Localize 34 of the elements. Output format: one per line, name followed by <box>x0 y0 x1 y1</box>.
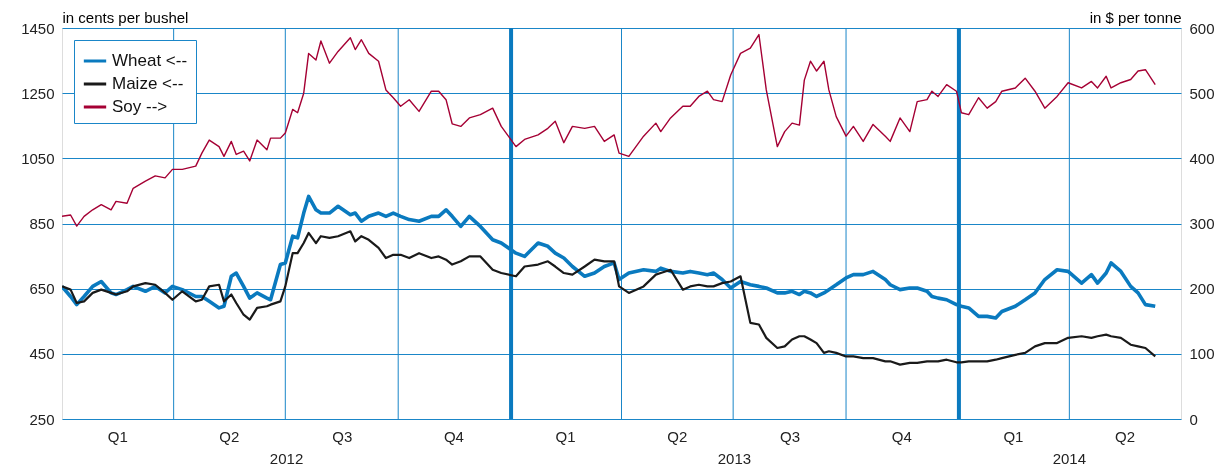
y2-tick-label: 0 <box>1189 410 1198 428</box>
x-tick-label: Q3 <box>332 427 353 445</box>
y-tick-label: 250 <box>29 410 55 428</box>
y2-axis-title: in $ per tonne <box>1089 8 1182 26</box>
y2-tick-label: 100 <box>1189 345 1215 363</box>
x-tick-label: Q2 <box>1115 427 1136 445</box>
x-tick-label: Q1 <box>1003 427 1024 445</box>
y2-tick-label: 600 <box>1189 19 1215 37</box>
y-tick-label: 650 <box>29 280 55 298</box>
x-tick-label: Q2 <box>667 427 688 445</box>
text: 2013 <box>717 450 752 467</box>
y-axis-title: in cents per bushel <box>62 8 189 26</box>
y-tick-label: 1050 <box>21 149 55 167</box>
x-tick-label: Q1 <box>555 427 576 445</box>
x-tick-label: Q1 <box>107 427 128 445</box>
y-tick-label: 850 <box>29 215 55 232</box>
legend-label: Soy --> <box>112 97 168 116</box>
x-tick-label: Q2 <box>219 427 240 445</box>
x-tick-label: Q4 <box>891 427 912 445</box>
text: 2014 <box>1052 450 1087 467</box>
line-series <box>62 33 1156 227</box>
y2-tick-label: 400 <box>1189 149 1215 167</box>
legend-label: Wheat <-- <box>112 51 188 70</box>
x-tick-label: Q4 <box>443 427 464 445</box>
x-tick-label: Q3 <box>780 427 801 445</box>
y2-tick-label: 500 <box>1189 84 1215 102</box>
y2-tick-label: 300 <box>1189 215 1215 232</box>
y-tick-label: 450 <box>29 345 55 363</box>
legend-label: Maize <-- <box>112 74 184 93</box>
line-series <box>62 230 1157 366</box>
y-tick-label: 1250 <box>21 84 55 102</box>
y2-tick-label: 200 <box>1189 280 1215 298</box>
text: 2012 <box>269 450 304 467</box>
y-tick-label: 1450 <box>21 19 55 37</box>
